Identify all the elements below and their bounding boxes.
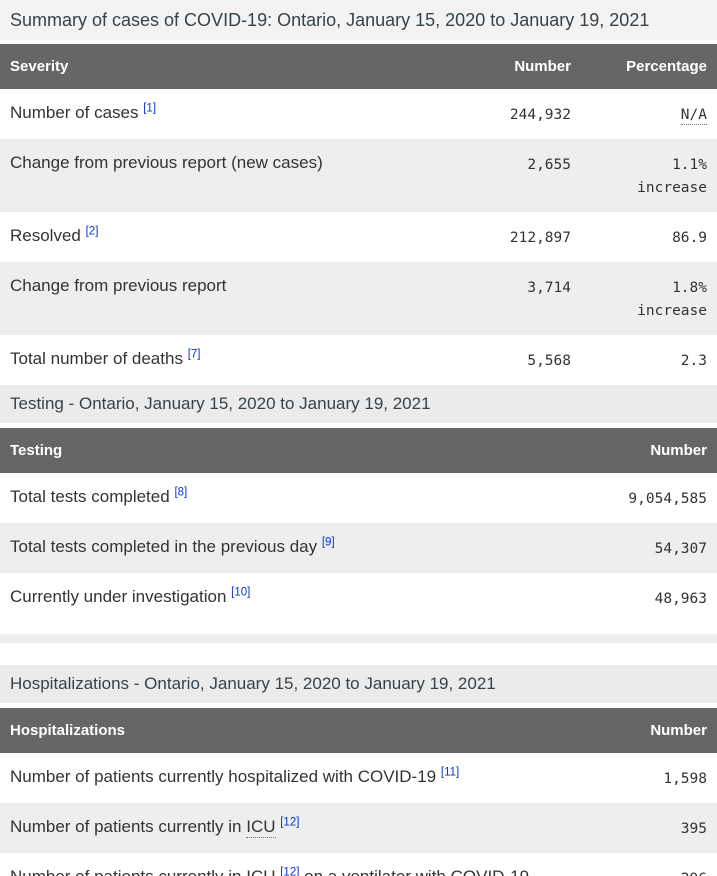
hospitalizations-section: Hospitalizations - Ontario, January 15, … — [0, 665, 717, 876]
row-number: 54,307 — [654, 541, 707, 557]
row-label: Number of cases [1] — [10, 102, 157, 122]
row-label: Change from previous report — [10, 276, 227, 295]
row-percentage: 1.1% increase — [581, 139, 717, 212]
column-header-percentage: Percentage — [581, 44, 717, 89]
footnote-link[interactable]: [7] — [187, 348, 201, 361]
row-percentage: 2.3 — [680, 353, 707, 369]
table-row: Total tests completed [8] 9,054,585 — [0, 473, 717, 523]
row-label: Total tests completed in the previous da… — [10, 536, 335, 556]
column-header-number: Number — [567, 428, 717, 473]
column-header-number: Number — [441, 44, 581, 89]
footnote-link[interactable]: [1] — [143, 102, 157, 115]
row-number: 48,963 — [654, 591, 707, 607]
icu-abbr: ICU — [246, 867, 276, 876]
table-row: Currently under investigation [10] 48,96… — [0, 573, 717, 623]
row-label: Currently under investigation [10] — [10, 586, 251, 606]
row-percentage: 86.9 — [672, 230, 707, 246]
column-header-number: Number — [567, 708, 717, 753]
footnote-link[interactable]: [8] — [174, 486, 188, 499]
column-header-testing: Testing — [0, 428, 567, 473]
footnote-link[interactable]: [10] — [231, 586, 251, 599]
percentage-note: increase — [637, 180, 707, 196]
column-header-hospitalizations: Hospitalizations — [0, 708, 567, 753]
percentage-note: increase — [637, 303, 707, 319]
footnote-link[interactable]: [12] — [280, 816, 300, 829]
row-number: 1,598 — [663, 771, 707, 787]
row-number: 296 — [567, 853, 717, 876]
row-number: 244,932 — [509, 107, 571, 123]
row-number: 212,897 — [509, 230, 571, 246]
row-label: Total number of deaths [7] — [10, 348, 201, 368]
footnote-link[interactable]: [9] — [321, 536, 335, 549]
table-row: Resolved [2] 212,897 86.9 — [0, 212, 717, 262]
table-row: Number of patients currently hospitalize… — [0, 753, 717, 803]
table-row: Number of patients currently in ICU [12]… — [0, 853, 717, 876]
row-label: Number of patients currently hospitalize… — [10, 766, 460, 786]
row-label: Number of patients currently in ICU [12]… — [0, 853, 567, 876]
table-row: Change from previous report 3,714 1.8% in… — [0, 262, 717, 335]
table-row: Total tests completed in the previous da… — [0, 523, 717, 573]
table-row: Total number of deaths [7] 5,568 2.3 — [0, 335, 717, 385]
row-percentage: 1.8% increase — [581, 262, 717, 335]
table-footer-strip — [0, 634, 717, 643]
summary-section: Summary of cases of COVID-19: Ontario, J… — [0, 0, 717, 385]
table-row: Number of patients currently in ICU [12]… — [0, 803, 717, 853]
row-label: Number of patients currently in ICU [12] — [10, 816, 300, 838]
row-number: 2,655 — [527, 157, 571, 173]
testing-table-header-row: Testing Number — [0, 428, 717, 473]
table-row: Change from previous report (new cases) … — [0, 139, 717, 212]
footnote-link[interactable]: [2] — [85, 225, 99, 238]
testing-table: Testing Number Total tests completed [8]… — [0, 428, 717, 623]
summary-table: Severity Number Percentage Number of cas… — [0, 44, 717, 385]
row-label: Total tests completed [8] — [10, 486, 188, 506]
na-abbr: N/A — [680, 107, 707, 125]
row-label: Resolved [2] — [10, 225, 99, 245]
footnote-link[interactable]: [11] — [440, 766, 460, 779]
row-number: 3,714 — [527, 280, 571, 296]
row-number: 9,054,585 — [628, 491, 707, 507]
footnote-link[interactable]: [12] — [280, 866, 300, 876]
icu-abbr: ICU — [246, 817, 276, 838]
hospitalizations-table: Hospitalizations Number Number of patien… — [0, 708, 717, 876]
row-number: 5,568 — [527, 353, 571, 369]
row-number: 395 — [680, 821, 707, 837]
row-label: Change from previous report (new cases) — [10, 153, 323, 172]
testing-section-title: Testing - Ontario, January 15, 2020 to J… — [0, 385, 717, 423]
summary-table-header-row: Severity Number Percentage — [0, 44, 717, 89]
table-row: Number of cases [1] 244,932 N/A — [0, 89, 717, 139]
testing-section: Testing - Ontario, January 15, 2020 to J… — [0, 385, 717, 643]
page-title: Summary of cases of COVID-19: Ontario, J… — [0, 0, 717, 40]
row-percentage: N/A — [581, 89, 717, 139]
column-header-severity: Severity — [0, 44, 441, 89]
hospitalizations-table-header-row: Hospitalizations Number — [0, 708, 717, 753]
hospitalizations-section-title: Hospitalizations - Ontario, January 15, … — [0, 665, 717, 703]
